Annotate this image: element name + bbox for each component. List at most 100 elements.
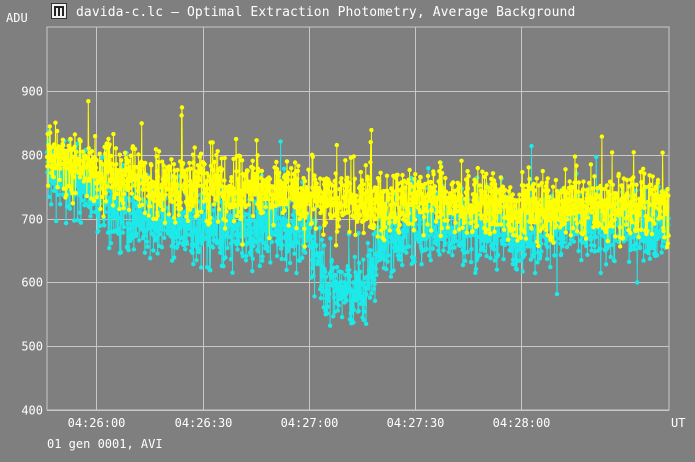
data-point — [403, 185, 408, 190]
data-point — [626, 259, 632, 264]
data-point — [249, 230, 255, 235]
data-point — [544, 180, 549, 185]
data-point — [574, 229, 580, 234]
data-point — [363, 163, 368, 168]
data-point — [610, 182, 615, 187]
data-point — [487, 237, 492, 242]
data-point — [55, 128, 60, 134]
data-point — [558, 218, 564, 223]
data-point — [325, 184, 331, 190]
data-point — [171, 239, 176, 244]
data-point — [136, 152, 141, 157]
data-point — [661, 228, 666, 234]
data-point — [190, 204, 195, 209]
data-point — [412, 256, 417, 261]
data-point — [309, 220, 314, 226]
data-point — [318, 176, 323, 181]
data-point — [72, 144, 77, 149]
data-point — [93, 165, 99, 170]
data-point — [576, 248, 581, 254]
data-point — [142, 233, 147, 239]
data-point — [71, 175, 77, 180]
data-point — [382, 246, 387, 251]
data-point — [64, 192, 69, 198]
data-point — [450, 253, 455, 258]
data-point — [335, 213, 340, 218]
data-point — [312, 294, 317, 299]
data-point — [290, 219, 295, 224]
data-point — [498, 209, 503, 214]
data-point — [366, 268, 372, 273]
data-point — [383, 205, 389, 210]
data-point — [163, 170, 168, 175]
data-point — [143, 160, 148, 166]
data-point — [265, 196, 270, 202]
data-point — [642, 184, 648, 190]
data-point — [79, 171, 85, 176]
data-point — [361, 257, 366, 262]
data-point — [411, 228, 416, 233]
app-logo-icon[interactable] — [51, 3, 67, 19]
data-point — [326, 298, 331, 303]
data-point — [608, 254, 613, 260]
data-point — [545, 188, 551, 193]
data-point — [473, 179, 478, 185]
data-point — [356, 260, 362, 266]
data-point — [256, 201, 261, 206]
data-point — [130, 222, 136, 227]
data-point — [488, 255, 493, 261]
data-point — [293, 205, 298, 210]
data-point — [430, 246, 436, 251]
data-point — [107, 245, 112, 251]
data-point — [597, 246, 603, 251]
data-point — [404, 228, 409, 233]
data-point — [99, 155, 105, 160]
data-point — [557, 236, 562, 241]
data-point — [391, 268, 396, 273]
data-point — [317, 225, 322, 230]
x-tick-label: 04:28:00 — [493, 416, 551, 430]
data-point — [614, 191, 620, 196]
data-point — [531, 181, 537, 187]
data-point — [335, 308, 341, 313]
data-point — [604, 183, 609, 188]
data-point — [650, 245, 655, 251]
data-point — [553, 177, 559, 183]
data-point — [194, 258, 199, 263]
data-point — [556, 194, 561, 199]
data-point — [89, 209, 95, 215]
data-point — [213, 173, 218, 178]
data-point — [666, 193, 671, 198]
data-point — [544, 256, 550, 262]
data-point — [399, 241, 404, 247]
data-point — [650, 174, 655, 179]
data-point — [152, 184, 157, 189]
data-point — [75, 183, 80, 188]
data-point — [339, 314, 345, 320]
data-point — [361, 182, 366, 187]
data-point — [397, 222, 402, 228]
data-point — [188, 215, 193, 220]
data-point — [184, 241, 190, 247]
data-point — [339, 176, 344, 181]
data-point — [129, 191, 134, 196]
data-point — [281, 219, 286, 225]
data-point — [529, 231, 535, 236]
data-point — [471, 210, 476, 215]
data-point — [511, 227, 516, 232]
data-point — [560, 198, 565, 203]
data-point — [609, 150, 615, 155]
data-point — [645, 250, 651, 256]
data-point — [425, 233, 430, 239]
data-point — [221, 264, 226, 269]
data-point — [95, 213, 101, 219]
data-point — [231, 219, 237, 224]
data-point — [486, 227, 491, 232]
data-point — [492, 182, 498, 187]
data-point — [226, 234, 232, 240]
data-point — [529, 143, 534, 149]
data-point — [166, 228, 171, 234]
data-point — [637, 245, 643, 251]
data-point — [416, 179, 422, 184]
data-point — [515, 219, 521, 224]
